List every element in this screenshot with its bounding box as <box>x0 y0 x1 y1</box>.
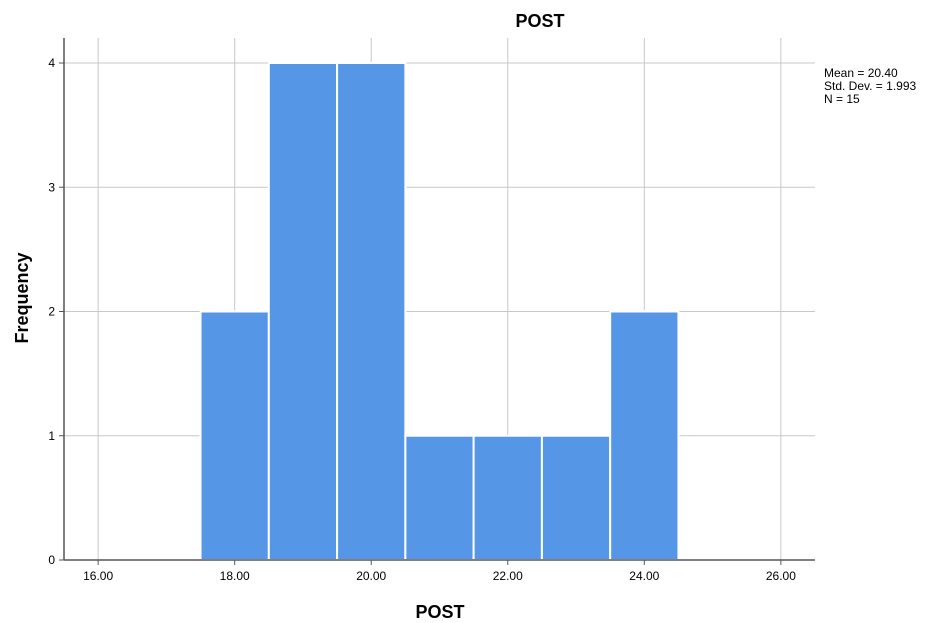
x-tick-label-4: 24.00 <box>629 569 659 583</box>
tick-labels: 0 1 2 3 4 16.00 18.00 20.00 22.00 24.00 26.00 <box>48 56 796 583</box>
histogram-bar-19 <box>267 62 339 561</box>
histogram-bar-23 <box>540 434 612 561</box>
stat-std-dev: Std. Dev. = 1.993 <box>824 79 916 93</box>
histogram-bar-18 <box>199 310 270 561</box>
stat-n: N = 15 <box>824 92 860 106</box>
y-tick-label-2: 2 <box>48 305 55 319</box>
y-tick-label-1: 1 <box>48 429 55 443</box>
y-tick-label-4: 4 <box>48 56 55 70</box>
histogram-bar-20 <box>336 62 407 561</box>
y-tick-label-0: 0 <box>48 553 55 567</box>
axes <box>59 38 815 565</box>
y-tick-label-3: 3 <box>48 180 55 194</box>
chart-title: POST <box>515 11 564 31</box>
statistics-box: Mean = 20.40 Std. Dev. = 1.993 N = 15 <box>824 66 916 106</box>
histogram-bar-22 <box>472 434 543 561</box>
x-tick-label-5: 26.00 <box>766 569 796 583</box>
x-tick-label-2: 20.00 <box>356 569 386 583</box>
x-tick-label-0: 16.00 <box>83 569 113 583</box>
histogram-bar-21 <box>404 434 475 561</box>
y-axis-label: Frequency <box>12 252 32 343</box>
x-tick-label-3: 22.00 <box>493 569 523 583</box>
x-tick-label-1: 18.00 <box>220 569 250 583</box>
stat-mean: Mean = 20.40 <box>824 66 898 80</box>
histogram-bar-24 <box>609 310 680 561</box>
x-axis-label: POST <box>415 602 464 622</box>
